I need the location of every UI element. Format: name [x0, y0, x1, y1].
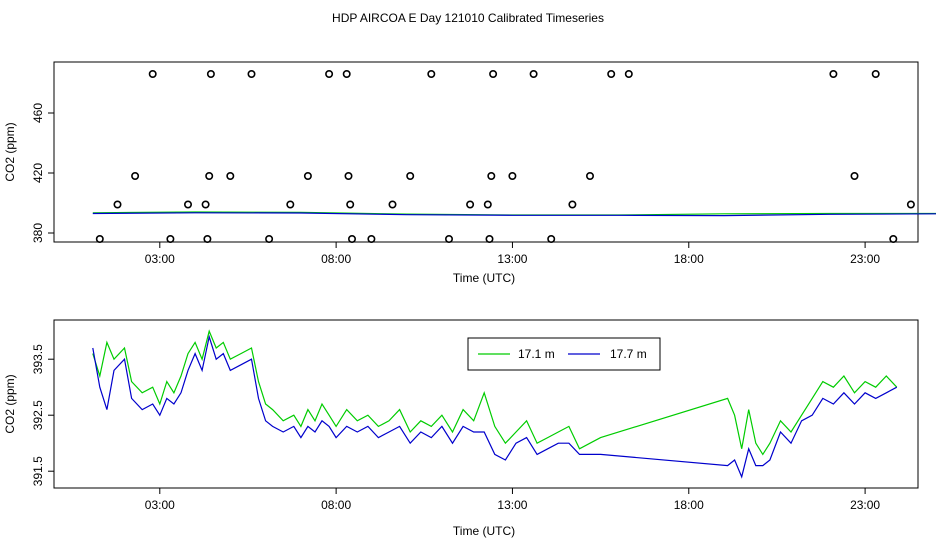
calibration-point	[508, 172, 517, 181]
y-tick-label: 420	[31, 163, 45, 183]
calibration-point	[427, 70, 436, 79]
x-tick-label: 18:00	[674, 252, 704, 266]
calibration-point	[344, 172, 353, 181]
calibration-points	[95, 70, 915, 244]
legend: 17.1 m 17.7 m	[467, 337, 661, 371]
calibration-point	[485, 235, 494, 244]
calibration-point	[444, 235, 453, 244]
calibration-point	[325, 70, 334, 79]
x-ticks-bottom: 03:00 08:00 13:00 18:00 23:00	[145, 488, 880, 512]
legend-label-17-7m: 17.7 m	[610, 347, 647, 361]
x-tick-label: 13:00	[497, 498, 527, 512]
calibrated-panel-top: Time (UTC) CO2 (ppm) 03:00 08:00 13:00 18:0…	[3, 61, 936, 285]
figure-title: HDP AIRCOA E Day 121010 Calibrated Times…	[332, 11, 604, 25]
calibration-point	[201, 200, 210, 209]
series-lines-top	[92, 211, 936, 217]
calibration-point	[247, 70, 256, 79]
x-tick-label: 13:00	[497, 252, 527, 266]
calibration-point	[483, 200, 492, 209]
calibration-point	[265, 235, 274, 244]
series-line-1	[92, 334, 898, 479]
calibration-point	[529, 70, 538, 79]
legend-label-17-1m: 17.1 m	[518, 347, 555, 361]
calibration-point	[166, 235, 175, 244]
calibration-point	[286, 200, 295, 209]
y-axis-label-bottom: CO2 (ppm)	[3, 374, 17, 433]
calibration-point	[148, 70, 157, 79]
y-tick-label: 460	[31, 103, 45, 123]
calibration-point	[624, 70, 633, 79]
calibration-point	[346, 200, 355, 209]
calibration-point	[487, 172, 496, 181]
x-ticks-top: 03:00 08:00 13:00 18:00 23:00	[145, 242, 880, 266]
calibration-point	[205, 172, 214, 181]
x-tick-label: 08:00	[321, 252, 351, 266]
y-ticks-bottom: 391.5 392.5 393.5	[31, 344, 54, 486]
calibration-point	[585, 172, 594, 181]
x-tick-label: 18:00	[674, 498, 704, 512]
calibration-point	[388, 200, 397, 209]
calibration-point	[466, 200, 475, 209]
x-axis-label-bottom: Time (UTC)	[453, 524, 515, 538]
calibration-point	[184, 200, 193, 209]
series-line-1	[92, 212, 936, 217]
x-tick-label: 23:00	[850, 498, 880, 512]
calibration-point	[568, 200, 577, 209]
y-tick-label: 380	[31, 223, 45, 243]
y-tick-label: 393.5	[31, 344, 45, 374]
y-ticks-top: 380 420 460	[31, 103, 54, 243]
calibration-point	[547, 235, 556, 244]
plot-frame-top	[53, 61, 919, 243]
calibration-point	[131, 172, 140, 181]
x-tick-label: 03:00	[145, 252, 175, 266]
calibration-point	[850, 172, 859, 181]
calibration-point	[889, 235, 898, 244]
calibration-point	[406, 172, 415, 181]
calibration-point	[206, 70, 215, 79]
x-tick-label: 23:00	[850, 252, 880, 266]
calibration-point	[906, 200, 915, 209]
x-tick-label: 08:00	[321, 498, 351, 512]
calibration-point	[607, 70, 616, 79]
calibration-point	[489, 70, 498, 79]
x-tick-label: 03:00	[145, 498, 175, 512]
calibration-point	[226, 172, 235, 181]
y-tick-label: 391.5	[31, 456, 45, 486]
x-axis-label-top: Time (UTC)	[453, 271, 515, 285]
calibrated-panel-bottom: Time (UTC) CO2 (ppm) 03:00 08:00 13:00 18:0…	[3, 319, 919, 538]
calibration-point	[367, 235, 376, 244]
series-lines-bottom	[92, 329, 898, 479]
calibration-point	[95, 235, 104, 244]
calibration-point	[113, 200, 122, 209]
series-line-0	[92, 329, 898, 456]
y-axis-label-top: CO2 (ppm)	[3, 122, 17, 181]
calibration-point	[203, 235, 212, 244]
calibration-point	[303, 172, 312, 181]
calibration-point	[342, 70, 351, 79]
calibration-point	[347, 235, 356, 244]
y-tick-label: 392.5	[31, 400, 45, 430]
calibration-point	[871, 70, 880, 79]
calibration-point	[829, 70, 838, 79]
plot-frame-bottom	[53, 319, 919, 489]
